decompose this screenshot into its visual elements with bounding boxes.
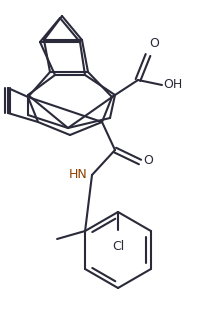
Text: HN: HN xyxy=(69,167,88,180)
Text: OH: OH xyxy=(162,77,181,91)
Text: O: O xyxy=(142,154,152,166)
Text: Cl: Cl xyxy=(111,240,123,253)
Text: O: O xyxy=(148,37,158,50)
